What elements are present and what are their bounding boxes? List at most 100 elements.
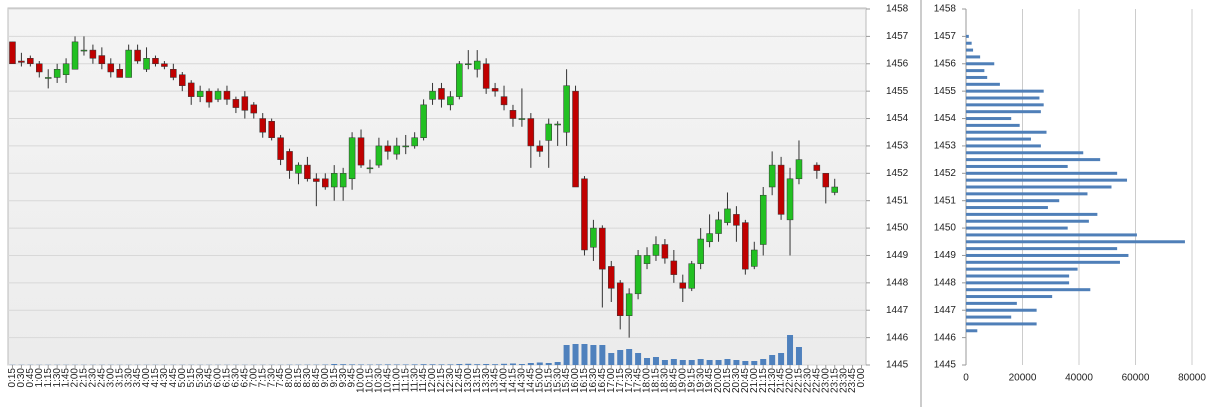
y-tick-label: 1451 [934, 195, 957, 206]
candle-body [295, 164, 302, 174]
candle-body [250, 104, 258, 114]
profile-bar [966, 329, 978, 333]
volume-bar [429, 364, 436, 365]
x-tick-label: 9:15 [329, 368, 340, 388]
candle-body [625, 293, 633, 316]
x-tick-label: 1:30 [52, 368, 63, 388]
volume-bar [769, 355, 776, 365]
volume-bar [509, 363, 516, 365]
x-tick-label: 21:30 [767, 368, 778, 393]
volume-bar [697, 359, 704, 365]
candle-body [223, 90, 231, 100]
x-tick-label: 0:15 [7, 368, 18, 388]
candle-body [768, 164, 776, 188]
y-tick-label: 1448 [934, 277, 957, 288]
x-tick-label: 19:00 [677, 368, 688, 393]
profile-bar [966, 48, 974, 52]
candle-body [456, 63, 463, 97]
x-tick-label: 6:00 [213, 368, 224, 388]
profile-bar [966, 62, 995, 66]
profile-bar [966, 82, 1000, 86]
profile-bar [966, 185, 1112, 189]
candle-body [554, 123, 561, 126]
candle-body [80, 49, 88, 52]
volume-bar [483, 364, 490, 365]
volume-bar [652, 357, 659, 365]
candle-body [500, 96, 508, 106]
x-tick-label: 13:30 [481, 368, 492, 393]
candle-body [616, 282, 624, 316]
candle-body [9, 41, 16, 65]
candle-body [786, 178, 794, 221]
volume-bar [438, 364, 445, 365]
candle-body [27, 58, 34, 65]
profile-bar [966, 34, 969, 38]
candle-body [813, 164, 821, 171]
candle-body [98, 55, 106, 65]
volume-bar [331, 364, 338, 365]
volume-bar [644, 358, 651, 365]
candle-body [348, 137, 356, 180]
volume-bar [733, 360, 740, 365]
x-tick-label: 9:45 [347, 368, 358, 388]
y-tick-label: 1446 [886, 332, 909, 343]
x-tick-label: 7:30 [266, 368, 277, 388]
y-tick-label: 1452 [886, 168, 909, 179]
candle-body [187, 82, 195, 97]
profile-bar [966, 260, 1120, 264]
profile-bar [966, 247, 1118, 251]
volume-bar [715, 360, 722, 365]
y-tick-label: 1456 [934, 58, 957, 69]
volume-bar [518, 364, 525, 365]
x-tick-label: 7:15 [257, 368, 268, 388]
candle-body [402, 145, 409, 148]
x-tick-label: 8:00 [284, 368, 295, 388]
profile-bar [966, 89, 1044, 93]
profile-bar [966, 144, 1041, 148]
x-tick-label: 5:45 [204, 368, 215, 388]
x-tick-label: 1:00 [34, 368, 45, 388]
y-tick-label: 1449 [886, 250, 909, 261]
x-tick-label: 15:00 [534, 368, 545, 393]
candle-body [634, 255, 642, 295]
profile-bar [966, 267, 1078, 271]
volume-bar [617, 350, 624, 365]
volume-bar [358, 364, 365, 365]
x-tick-label: 12:15 [436, 368, 447, 393]
x-tick-label: 60000 [1122, 373, 1150, 384]
volume-bar [670, 359, 677, 365]
profile-bar [966, 75, 988, 79]
x-tick-label: 20:30 [731, 368, 742, 393]
volume-bar [527, 363, 534, 365]
candle-body [795, 159, 803, 180]
y-tick-label: 1448 [886, 277, 909, 288]
y-tick-label: 1454 [886, 113, 909, 124]
profile-bar [966, 253, 1129, 257]
candle-body [491, 88, 499, 92]
profile-bar [966, 274, 1070, 278]
volume-bar [661, 360, 668, 365]
x-tick-label: 17:45 [633, 368, 644, 393]
y-tick-label: 1455 [934, 86, 957, 97]
x-tick-label: 80000 [1178, 373, 1206, 384]
x-tick-label: 3:30 [123, 368, 134, 388]
volume-bar [375, 364, 382, 365]
x-tick-label: 20:45 [740, 368, 751, 393]
x-tick-label: 2:30 [88, 368, 99, 388]
x-tick-label: 3:45 [132, 368, 143, 388]
x-tick-label: 11:00 [391, 368, 402, 393]
x-tick-label: 22:00 [785, 368, 796, 393]
candle-body [71, 41, 79, 70]
candle-body [670, 260, 678, 275]
profile-bar [966, 123, 1020, 127]
candle-body [706, 233, 713, 243]
x-tick-label: 15:30 [552, 368, 563, 393]
candle-body [822, 173, 830, 188]
candle-body [733, 214, 740, 226]
candle-body [536, 145, 544, 152]
candle-body [661, 244, 669, 259]
candle-body [831, 186, 838, 193]
x-tick-label: 22:45 [811, 368, 822, 393]
candle-body [313, 178, 320, 182]
